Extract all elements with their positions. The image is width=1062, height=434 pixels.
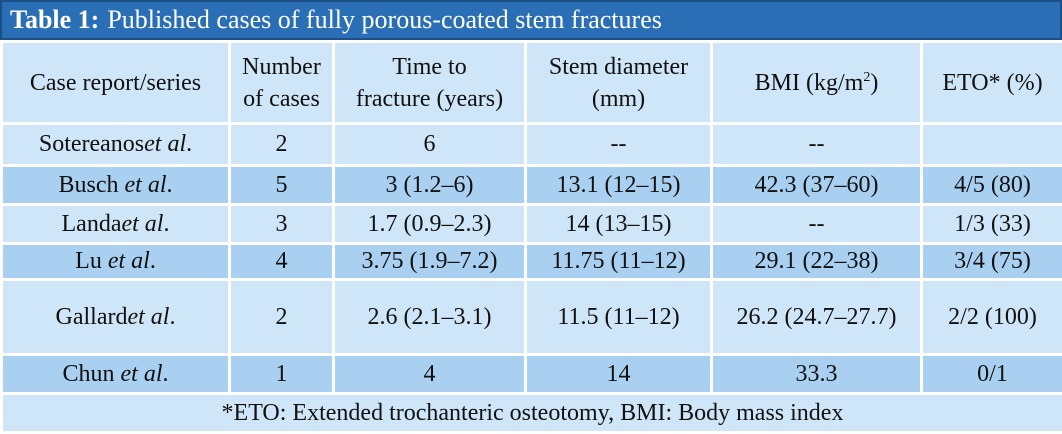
- cell-eto: [922, 124, 1062, 166]
- cell-time: 3 (1.2–6): [334, 166, 526, 205]
- table-row: Chun et al. 1 4 14 33.3 0/1: [2, 355, 1062, 394]
- cell-time: 4: [334, 355, 526, 394]
- cell-number: 3: [230, 205, 334, 244]
- header-bmi: BMI (kg/m2): [712, 42, 922, 124]
- cell-number: 2: [230, 280, 334, 355]
- cell-case: Gallardet al.: [2, 280, 230, 355]
- cell-time: 6: [334, 124, 526, 166]
- cell-stem: 11.75 (11–12): [526, 244, 712, 280]
- cell-case: Landaet al.: [2, 205, 230, 244]
- cell-number: 1: [230, 355, 334, 394]
- cell-bmi: 33.3: [712, 355, 922, 394]
- table-row: Landaet al. 3 1.7 (0.9–2.3) 14 (13–15) -…: [2, 205, 1062, 244]
- table-row: Gallardet al. 2 2.6 (2.1–3.1) 11.5 (11–1…: [2, 280, 1062, 355]
- cell-eto: 2/2 (100): [922, 280, 1062, 355]
- table-caption: Table 1: Published cases of fully porous-…: [0, 0, 1062, 40]
- cell-stem: 11.5 (11–12): [526, 280, 712, 355]
- cell-stem: --: [526, 124, 712, 166]
- cell-bmi: 29.1 (22–38): [712, 244, 922, 280]
- cell-number: 2: [230, 124, 334, 166]
- table-row: Lu et al. 4 3.75 (1.9–7.2) 11.75 (11–12)…: [2, 244, 1062, 280]
- cell-stem: 13.1 (12–15): [526, 166, 712, 205]
- cell-number: 5: [230, 166, 334, 205]
- cell-case: Lu et al.: [2, 244, 230, 280]
- cell-bmi: --: [712, 205, 922, 244]
- table-figure: Table 1: Published cases of fully porous-…: [0, 0, 1062, 417]
- cell-time: 3.75 (1.9–7.2): [334, 244, 526, 280]
- cell-eto: 1/3 (33): [922, 205, 1062, 244]
- cell-time: 2.6 (2.1–3.1): [334, 280, 526, 355]
- table-caption-text: Published cases of fully porous-coated s…: [107, 5, 662, 34]
- cell-bmi: 42.3 (37–60): [712, 166, 922, 205]
- cell-stem: 14: [526, 355, 712, 394]
- header-eto: ETO* (%): [922, 42, 1062, 124]
- cell-stem: 14 (13–15): [526, 205, 712, 244]
- cell-bmi: 26.2 (24.7–27.7): [712, 280, 922, 355]
- cell-eto: 4/5 (80): [922, 166, 1062, 205]
- footnote-row: *ETO: Extended trochanteric osteotomy, B…: [2, 394, 1062, 433]
- table-caption-label: Table 1:: [10, 5, 99, 34]
- cell-bmi: --: [712, 124, 922, 166]
- cell-case: Chun et al.: [2, 355, 230, 394]
- cell-case: Sotereanoset al.: [2, 124, 230, 166]
- cell-time: 1.7 (0.9–2.3): [334, 205, 526, 244]
- table-footnote: *ETO: Extended trochanteric osteotomy, B…: [2, 394, 1062, 433]
- header-case: Case report/series: [2, 42, 230, 124]
- cell-number: 4: [230, 244, 334, 280]
- cell-eto: 3/4 (75): [922, 244, 1062, 280]
- header-stem: Stem diameter(mm): [526, 42, 712, 124]
- cell-eto: 0/1: [922, 355, 1062, 394]
- table-row: Busch et al. 5 3 (1.2–6) 13.1 (12–15) 42…: [2, 166, 1062, 205]
- table-row: Sotereanoset al. 2 6 -- --: [2, 124, 1062, 166]
- cell-case: Busch et al.: [2, 166, 230, 205]
